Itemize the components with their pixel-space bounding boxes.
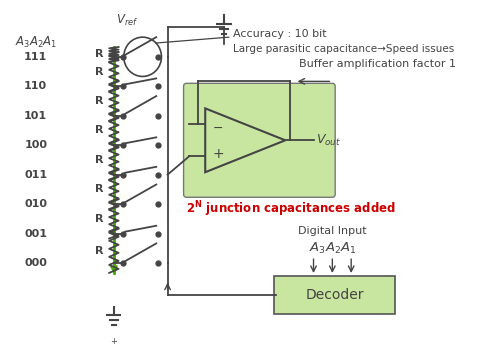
Text: R: R — [94, 214, 103, 224]
Text: +: + — [212, 147, 224, 161]
Text: 111: 111 — [24, 52, 48, 62]
Text: $A_3A_2A_1$: $A_3A_2A_1$ — [308, 241, 356, 256]
Text: −: − — [213, 122, 224, 135]
Text: $V_{out}$: $V_{out}$ — [316, 133, 342, 148]
Text: R: R — [94, 184, 103, 194]
Text: Digital Input: Digital Input — [298, 226, 366, 236]
FancyBboxPatch shape — [274, 276, 396, 314]
Text: 001: 001 — [24, 229, 47, 239]
Text: R: R — [94, 246, 103, 256]
Text: R: R — [94, 96, 103, 106]
Text: $V_{ref}$: $V_{ref}$ — [116, 13, 138, 28]
Text: R: R — [94, 49, 103, 60]
Text: 000: 000 — [24, 258, 47, 268]
Text: 011: 011 — [24, 170, 48, 180]
Text: 101: 101 — [24, 111, 48, 121]
FancyBboxPatch shape — [184, 83, 335, 197]
Text: R: R — [94, 155, 103, 165]
Text: +: + — [110, 337, 117, 346]
Text: 100: 100 — [24, 140, 47, 150]
Text: Accuracy : 10 bit: Accuracy : 10 bit — [234, 29, 327, 39]
Text: R: R — [94, 66, 103, 77]
Text: R: R — [94, 125, 103, 135]
Text: 110: 110 — [24, 81, 48, 91]
Text: $\mathbf{2^N}$ junction capacitances added: $\mathbf{2^N}$ junction capacitances add… — [186, 199, 396, 219]
Text: 010: 010 — [24, 199, 47, 209]
Text: Large parasitic capacitance→Speed issues: Large parasitic capacitance→Speed issues — [234, 44, 454, 54]
Text: Buffer amplification factor 1: Buffer amplification factor 1 — [300, 59, 456, 69]
Text: Decoder: Decoder — [306, 288, 364, 302]
Text: $A_3A_2A_1$: $A_3A_2A_1$ — [14, 35, 57, 50]
